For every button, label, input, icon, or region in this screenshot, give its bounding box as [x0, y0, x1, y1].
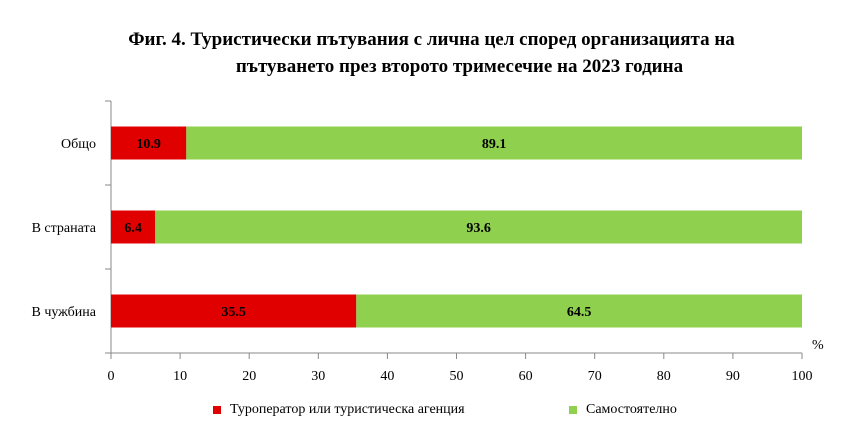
chart-title: Фиг. 4. Туристически пътувания с лична ц…: [0, 26, 863, 80]
y-category-label: В страната: [32, 221, 97, 236]
x-tick-label: 30: [311, 369, 325, 384]
bar-segment-self: [155, 210, 802, 244]
x-tick-label: 40: [380, 369, 394, 384]
chart-title-line1: Фиг. 4. Туристически пътувания с лична ц…: [128, 29, 735, 50]
data-label: 6.4: [124, 221, 142, 236]
x-tick-label: 60: [519, 369, 533, 384]
bar-segment-self: [356, 294, 802, 328]
data-label: 89.1: [482, 137, 507, 152]
bar-segment-self: [186, 126, 803, 160]
data-label: 10.9: [136, 137, 161, 152]
data-label: 64.5: [567, 305, 592, 320]
data-label: 93.6: [466, 221, 491, 236]
data-label: 35.5: [221, 305, 246, 320]
legend-label-agency: Туроператор или туристическа агенция: [230, 402, 465, 417]
legend-label-self: Самостоятелно: [586, 402, 677, 417]
x-tick-label: 100: [792, 369, 813, 384]
y-category-label: Общо: [61, 137, 96, 152]
x-tick-label: 50: [450, 369, 464, 384]
y-category-label: В чужбина: [31, 305, 96, 320]
legend-item-self: Самостоятелно: [569, 402, 677, 418]
x-tick-label: 80: [657, 369, 671, 384]
legend-swatch-agency: [213, 406, 221, 414]
chart-title-line2: пътуването през второто тримесечие на 20…: [235, 56, 684, 77]
bar-segment-agency: [111, 210, 156, 244]
bar-segment-agency: [111, 126, 187, 160]
x-tick-label: 10: [173, 369, 187, 384]
x-tick-label: 20: [242, 369, 256, 384]
x-unit-label: %: [812, 338, 824, 353]
x-tick-label: 70: [588, 369, 602, 384]
x-tick-label: 90: [726, 369, 740, 384]
bar-segment-agency: [111, 294, 357, 328]
legend-item-agency: Туроператор или туристическа агенция: [213, 402, 465, 418]
legend-swatch-self: [569, 406, 577, 414]
x-tick-label: 0: [108, 369, 115, 384]
